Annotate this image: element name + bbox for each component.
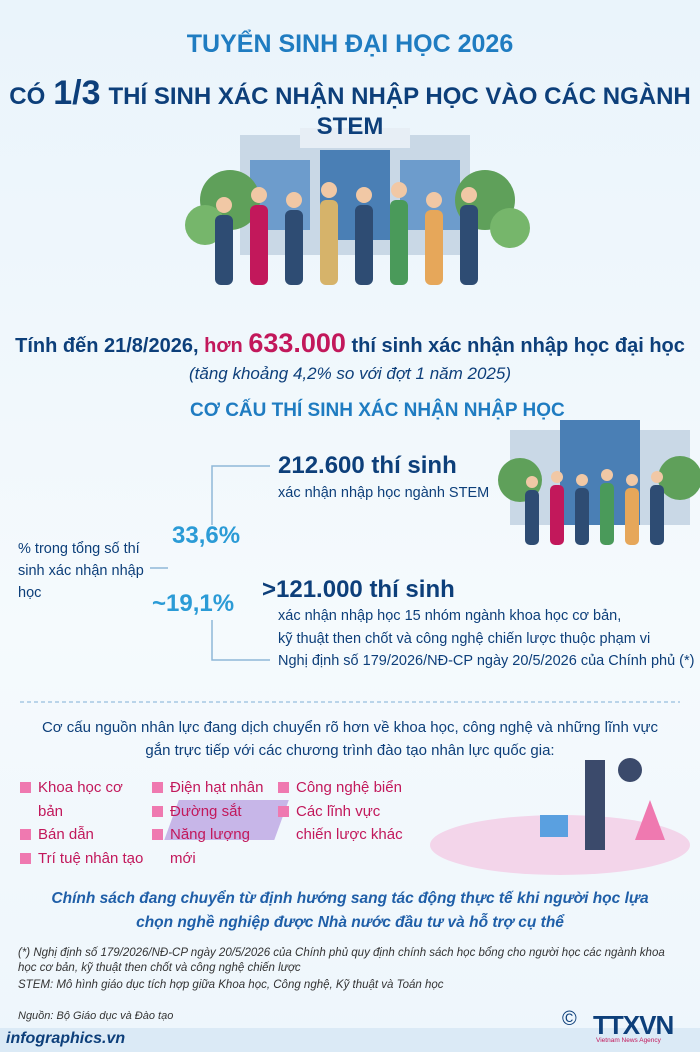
subtitle-rest: THÍ SINH XÁC NHẬN NHẬP HỌC VÀO CÁC NGÀNH… xyxy=(108,83,691,140)
field: Đường sắt xyxy=(152,800,277,824)
structure-label: % trong tổng số thí sinh xác nhận nhập h… xyxy=(18,541,144,601)
summary-note: (tăng khoảng 4,2% so với đợt 1 năm 2025) xyxy=(188,364,512,383)
field: Năng lượng mới xyxy=(152,823,277,870)
title: TUYỂN SINH ĐẠI HỌC 2026 xyxy=(186,30,514,58)
structure-title: CƠ CẤU THÍ SINH XÁC NHẬN NHẬP HỌC xyxy=(190,400,565,421)
count: >121.000 thí sinh xyxy=(262,576,455,603)
description-line: xác nhận nhập học 15 nhóm ngành khoa học… xyxy=(278,608,622,624)
campus-illustration xyxy=(185,128,530,285)
lab-illustration xyxy=(164,758,690,875)
summary-tail: thí sinh xác nhận nhập học đại học xyxy=(351,335,685,357)
description-line: kỹ thuật then chốt và công nghệ chiến lư… xyxy=(278,630,651,647)
field-column: Khoa học cơ bản Bán dẫn Trí tuệ nhân tạo xyxy=(20,776,150,870)
policy: Chính sách đang chuyển từ định hướng san… xyxy=(51,890,649,931)
summary-total: 633.000 xyxy=(248,328,346,358)
percent: ~19,1% xyxy=(152,590,235,617)
percent: 33,6% xyxy=(172,522,241,549)
copyright: © xyxy=(562,1008,577,1030)
summary-lead: Tính đến 21/8/2026, xyxy=(15,335,199,357)
footer-bar xyxy=(0,1028,700,1052)
summary-more: hơn xyxy=(204,335,243,357)
field: Trí tuệ nhân tạo xyxy=(20,847,150,871)
bracket xyxy=(150,465,270,661)
count: 212.600 thí sinh xyxy=(278,452,457,479)
field-column: Điện hạt nhân Đường sắt Năng lượng mới xyxy=(152,776,277,870)
school-illustration xyxy=(498,420,700,545)
description-line: Nghị định số 179/2026/NĐ-CP ngày 20/5/20… xyxy=(278,653,695,669)
field: Bán dẫn xyxy=(20,823,150,847)
field-column: Công nghệ biển Các lĩnh vực chiến lược kh… xyxy=(278,776,403,847)
source: Nguồn: Bộ Giáo dục và Đào tạo xyxy=(18,1010,174,1022)
summary: Tính đến 21/8/2026, hơn 633.000 thí sinh… xyxy=(0,328,700,359)
field: Công nghệ biển xyxy=(278,776,403,800)
workforce-intro: Cơ cấu nguồn nhân lực đang dịch chuyển r… xyxy=(41,719,659,759)
footnote: STEM: Mô hình giáo dục tích hợp giữa Kho… xyxy=(18,979,444,991)
site: infographics.vn xyxy=(6,1030,126,1047)
field: Điện hạt nhân xyxy=(152,776,277,800)
description: xác nhận nhập học ngành STEM xyxy=(278,485,490,501)
logo: TTXVN xyxy=(593,1010,674,1040)
subtitle-fraction: 1/3 xyxy=(53,74,101,112)
footnote: (*) Nghị định số 179/2026/NĐ-CP ngày 20/… xyxy=(18,947,665,974)
field: Các lĩnh vực chiến lược khác xyxy=(278,800,403,847)
description: xác nhận nhập học 15 nhóm ngành khoa học… xyxy=(278,605,694,673)
subtitle-prefix: CÓ xyxy=(9,83,46,110)
field: Khoa học cơ bản xyxy=(20,776,150,823)
subtitle: CÓ 1/3 THÍ SINH XÁC NHẬN NHẬP HỌC VÀO CÁC … xyxy=(0,74,700,141)
logo-subtitle: Vietnam News Agency xyxy=(596,1037,661,1044)
